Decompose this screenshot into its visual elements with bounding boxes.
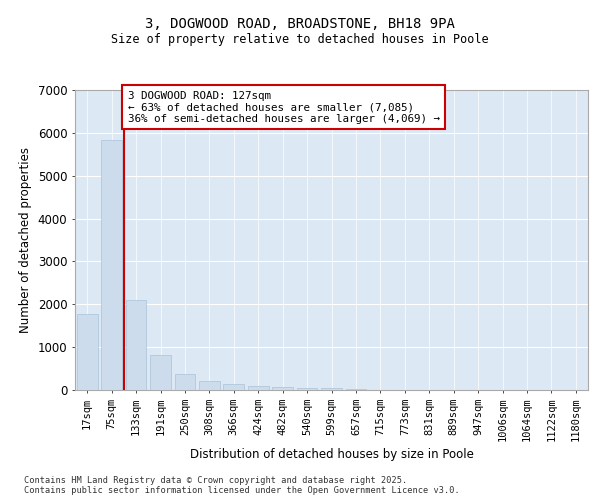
Bar (272, 386, 293, 390)
Bar (346, 389, 367, 390)
Text: Size of property relative to detached houses in Poole: Size of property relative to detached ho… (111, 32, 489, 46)
Text: 3 DOGWOOD ROAD: 127sqm
← 63% of detached houses are smaller (7,085)
36% of semi-: 3 DOGWOOD ROAD: 127sqm ← 63% of detached… (128, 91, 440, 124)
Bar (321, 388, 342, 390)
Y-axis label: Number of detached properties: Number of detached properties (19, 147, 32, 333)
Bar (125, 300, 146, 390)
Bar (223, 384, 244, 390)
Bar (101, 140, 122, 390)
Bar (199, 381, 220, 390)
Bar (150, 355, 171, 390)
Bar (175, 374, 196, 390)
Text: Contains HM Land Registry data © Crown copyright and database right 2025.
Contai: Contains HM Land Registry data © Crown c… (24, 476, 460, 495)
Text: 3, DOGWOOD ROAD, BROADSTONE, BH18 9PA: 3, DOGWOOD ROAD, BROADSTONE, BH18 9PA (145, 18, 455, 32)
X-axis label: Distribution of detached houses by size in Poole: Distribution of detached houses by size … (190, 448, 473, 462)
Bar (296, 388, 317, 390)
Bar (77, 314, 98, 390)
Bar (248, 386, 269, 390)
